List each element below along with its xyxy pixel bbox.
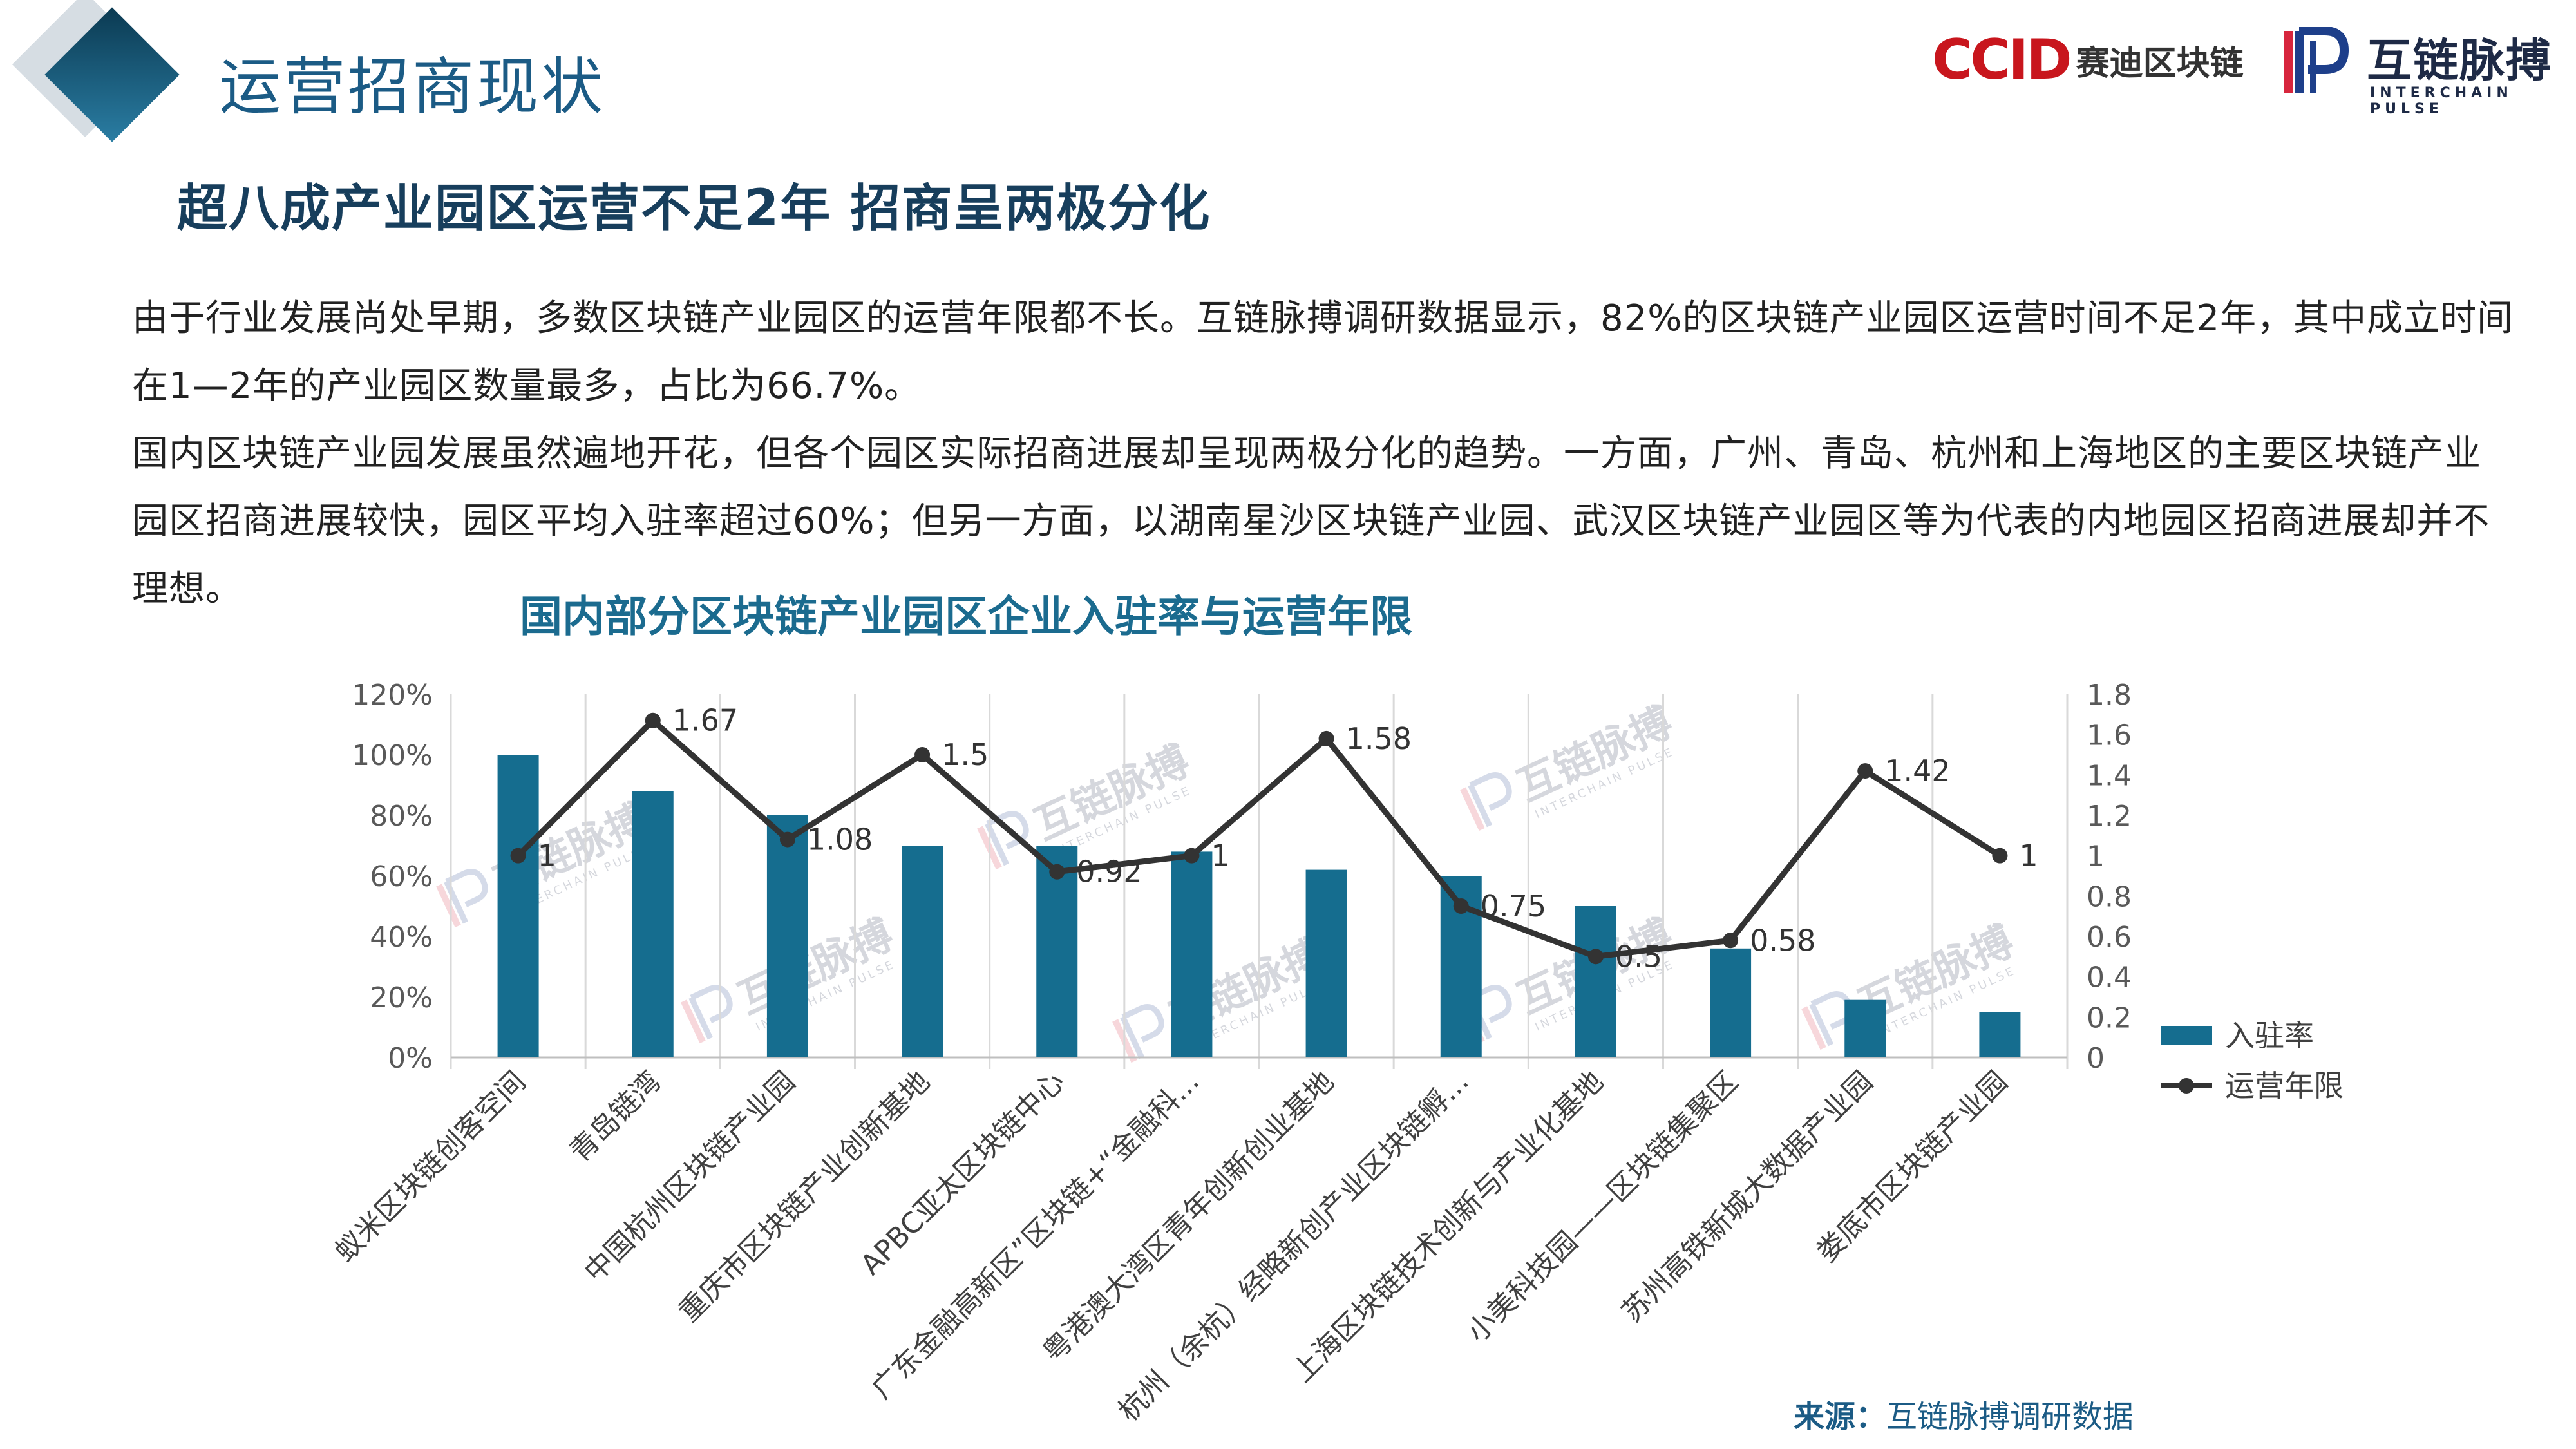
bar [1575, 906, 1616, 1057]
watermark-logo-mark [444, 869, 488, 924]
y-right-tick-label: 0.4 [2087, 961, 2132, 994]
y-left-tick-label: 100% [352, 739, 433, 772]
watermark-logo-mark [688, 985, 733, 1040]
watermark-logo-bar [436, 884, 461, 928]
paragraph-occupancy: 国内区块链产业园发展虽然遍地开花，但各个园区实际招商进展却呈现两极分化的趋势。一… [132, 433, 2490, 610]
line-data-label: 1.08 [807, 822, 873, 857]
line-data-label: 0.5 [1615, 939, 1662, 974]
y-left-tick-label: 120% [352, 679, 433, 712]
y-left-tick-label: 20% [370, 981, 433, 1014]
line-data-label: 1.67 [672, 703, 738, 738]
watermark-logo-bar [681, 999, 706, 1044]
y-right-tick-label: 0.8 [2087, 880, 2132, 913]
ccid-logo-text: 赛迪区块链 [2076, 44, 2244, 83]
y-right-tick-label: 1.8 [2087, 679, 2132, 712]
line-series-path [516, 717, 2002, 960]
bar [766, 815, 808, 1057]
y-right-tick-label: 1.4 [2087, 759, 2132, 792]
bar [1710, 948, 1752, 1057]
line-data-label: 1.58 [1346, 721, 1412, 756]
watermark-logo-mark [1468, 772, 1512, 828]
source-label: 来源： [1794, 1399, 1887, 1435]
ccid-logo: CCID 赛迪区块链 [1932, 24, 2254, 95]
interchain-pulse-logo-cn: 互链脉搏 [2367, 34, 2552, 87]
line-point [510, 848, 526, 864]
y-left-tick-label: 80% [370, 800, 433, 833]
line-point [1723, 933, 1739, 949]
x-tick-label: 苏州高铁新城大数据产业园 [1616, 1065, 1879, 1329]
watermark-logo-mark [1120, 1004, 1164, 1059]
ccid-logo-mark: CCID [1932, 28, 2072, 92]
watermark-logo-bar [1460, 787, 1485, 831]
line-data-label: 1 [1211, 838, 1229, 873]
line-data-label: 0.92 [1076, 855, 1142, 889]
chart-title: 国内部分区块链产业园区企业入驻率与运营年限 [520, 592, 1412, 641]
y-right-tick-label: 0 [2087, 1042, 2105, 1075]
line-point [645, 712, 661, 728]
bar [1844, 999, 1886, 1057]
legend-swatch-line-marker [2179, 1078, 2194, 1094]
y-left-tick-label: 60% [370, 860, 433, 893]
x-tick-label: 小美科技园——区块链集聚区 [1461, 1065, 1745, 1349]
line-data-label: 1.5 [942, 737, 989, 772]
y-right-tick-label: 1.2 [2087, 800, 2132, 833]
x-tick-label: 青岛链湾 [564, 1065, 667, 1169]
y-right-tick-label: 1 [2087, 840, 2105, 873]
source-note: 来源：互链脉搏调研数据 [1794, 1391, 2134, 1436]
interchain-pulse-logo: 互链脉搏 INTERCHAIN PULSE [2280, 19, 2563, 117]
bar [632, 791, 674, 1057]
paragraph-operating-years: 由于行业发展尚处早期，多数区块链产业园区的运营年限都不长。互链脉搏调研数据显示，… [132, 298, 2514, 407]
x-tick-label: 蚁米区块链创客空间 [328, 1065, 532, 1269]
bar [1036, 846, 1078, 1057]
line-data-label: 1.42 [1884, 753, 1950, 788]
legend-label-bar: 入驻率 [2225, 1018, 2314, 1053]
bar [1979, 1012, 2021, 1057]
line-point [779, 831, 795, 848]
y-left-tick-label: 40% [370, 921, 433, 954]
line-point [1318, 730, 1334, 746]
bar [1171, 851, 1213, 1057]
legend-label-line: 运营年限 [2225, 1068, 2344, 1103]
headline: 超八成产业园区运营不足2年 招商呈两极分化 [177, 180, 1211, 238]
y-right-tick-label: 1.6 [2087, 719, 2132, 752]
line-point [1992, 848, 2008, 864]
bar [497, 755, 539, 1057]
line-data-label: 1 [538, 838, 556, 873]
line-point [1453, 898, 1469, 914]
line-point [1857, 763, 1873, 779]
line-data-label: 0.58 [1750, 923, 1815, 958]
line-data-label: 0.75 [1481, 889, 1546, 923]
x-tick-label: 重庆市区块链产业创新基地 [672, 1065, 936, 1329]
y-right-tick-label: 0.2 [2087, 1001, 2132, 1034]
source-text: 互链脉搏调研数据 [1886, 1399, 2134, 1435]
y-left-tick-label: 0% [388, 1042, 433, 1075]
line-point [1049, 864, 1065, 880]
line-point [1587, 949, 1604, 965]
bar [1305, 869, 1347, 1057]
legend-swatch-bar [2161, 1026, 2212, 1045]
line-data-label: 1 [2019, 838, 2038, 873]
interchain-pulse-logo-icon [2284, 27, 2349, 93]
bar [902, 846, 943, 1057]
section-title: 运营招商现状 [219, 51, 605, 123]
line-point [1184, 848, 1200, 864]
y-right-tick-label: 0.6 [2087, 921, 2132, 954]
x-tick-label: 粤港澳大湾区青年创新创业基地 [1037, 1065, 1341, 1369]
line-point [914, 747, 931, 762]
watermark-logo-bar [1801, 1006, 1826, 1050]
interchain-pulse-logo-en: INTERCHAIN PULSE [2370, 85, 2513, 117]
